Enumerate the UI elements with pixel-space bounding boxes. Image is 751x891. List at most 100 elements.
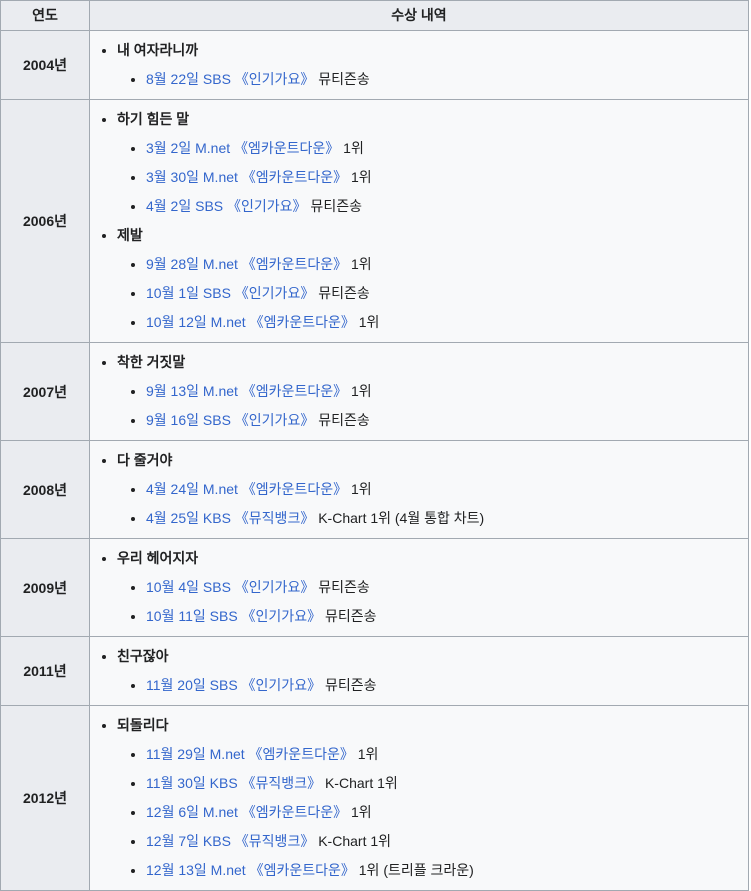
song-item: 다 줄거야4월 24일 M.net 《엠카운트다운》 1위4월 25일 KBS …: [117, 446, 740, 533]
award-link[interactable]: 4월 25일 KBS 《뮤직뱅크》: [146, 510, 315, 526]
award-link[interactable]: 9월 28일 M.net 《엠카운트다운》: [146, 256, 348, 272]
award-link[interactable]: 9월 13일 M.net 《엠카운트다운》: [146, 383, 348, 399]
song-list: 친구잖아 11월 20일 SBS 《인기가요》 뮤티즌송: [96, 642, 740, 700]
awards-cell: 착한 거짓말9월 13일 M.net 《엠카운트다운》 1위9월 16일 SBS…: [89, 342, 749, 441]
header-row: 연도 수상 내역: [0, 0, 749, 31]
award-link[interactable]: 10월 4일 SBS 《인기가요》: [146, 579, 315, 595]
song-item: 내 여자라니까 8월 22일 SBS 《인기가요》 뮤티즌송: [117, 36, 740, 94]
table-row: 2004년 내 여자라니까 8월 22일 SBS 《인기가요》 뮤티즌송: [0, 30, 749, 100]
award-link[interactable]: 12월 6일 M.net 《엠카운트다운》: [146, 804, 348, 820]
award-list: 11월 20일 SBS 《인기가요》 뮤티즌송: [117, 671, 740, 700]
song-item: 제발9월 28일 M.net 《엠카운트다운》 1위10월 1일 SBS 《인기…: [117, 221, 740, 337]
award-link[interactable]: 11월 20일 SBS 《인기가요》: [146, 677, 322, 693]
song-title: 내 여자라니까: [117, 42, 199, 58]
award-list: 8월 22일 SBS 《인기가요》 뮤티즌송: [117, 65, 740, 94]
award-suffix: 뮤티즌송: [321, 608, 377, 624]
awards-table-head: 연도 수상 내역: [0, 0, 749, 31]
song-list: 우리 헤어지자10월 4일 SBS 《인기가요》 뮤티즌송10월 11일 SBS…: [96, 544, 740, 631]
year-cell: 2007년: [0, 342, 90, 441]
award-suffix: K-Chart 1위: [321, 775, 398, 791]
award-suffix: 뮤티즌송: [314, 71, 370, 87]
award-item: 10월 1일 SBS 《인기가요》 뮤티즌송: [146, 279, 740, 308]
song-list: 하기 힘든 말3월 2일 M.net 《엠카운트다운》 1위3월 30일 M.n…: [96, 105, 740, 337]
song-item: 친구잖아 11월 20일 SBS 《인기가요》 뮤티즌송: [117, 642, 740, 700]
song-list: 다 줄거야4월 24일 M.net 《엠카운트다운》 1위4월 25일 KBS …: [96, 446, 740, 533]
award-item: 9월 16일 SBS 《인기가요》 뮤티즌송: [146, 406, 740, 435]
song-title: 우리 헤어지자: [117, 550, 199, 566]
award-link[interactable]: 4월 24일 M.net 《엠카운트다운》: [146, 481, 348, 497]
award-item: 12월 6일 M.net 《엠카운트다운》 1위: [146, 798, 740, 827]
table-row: 2012년되돌리다11월 29일 M.net 《엠카운트다운》 1위11월 30…: [0, 705, 749, 891]
table-row: 2011년 친구잖아 11월 20일 SBS 《인기가요》 뮤티즌송: [0, 636, 749, 706]
award-item: 4월 2일 SBS 《인기가요》 뮤티즌송: [146, 192, 740, 221]
award-suffix: K-Chart 1위: [314, 833, 392, 849]
award-item: 4월 24일 M.net 《엠카운트다운》 1위: [146, 475, 740, 504]
award-link[interactable]: 12월 7일 KBS 《뮤직뱅크》: [146, 833, 315, 849]
year-column-header: 연도: [0, 0, 90, 31]
award-list: 10월 4일 SBS 《인기가요》 뮤티즌송10월 11일 SBS 《인기가요》…: [117, 573, 740, 631]
award-suffix: 1위: [347, 383, 372, 399]
award-suffix: 뮤티즌송: [314, 412, 370, 428]
table-row: 2008년다 줄거야4월 24일 M.net 《엠카운트다운》 1위4월 25일…: [0, 440, 749, 539]
award-item: 9월 28일 M.net 《엠카운트다운》 1위: [146, 250, 740, 279]
award-item: 12월 7일 KBS 《뮤직뱅크》 K-Chart 1위: [146, 827, 740, 856]
award-suffix: 뮤티즌송: [306, 198, 362, 214]
award-item: 9월 13일 M.net 《엠카운트다운》 1위: [146, 377, 740, 406]
award-item: 10월 11일 SBS 《인기가요》 뮤티즌송: [146, 602, 740, 631]
award-item: 11월 20일 SBS 《인기가요》 뮤티즌송: [146, 671, 740, 700]
award-link[interactable]: 11월 29일 M.net 《엠카운트다운》: [146, 746, 354, 762]
award-suffix: 1위: [339, 140, 364, 156]
award-item: 11월 30일 KBS 《뮤직뱅크》 K-Chart 1위: [146, 769, 740, 798]
song-title: 하기 힘든 말: [117, 111, 190, 127]
award-suffix: 1위: [353, 746, 379, 762]
award-suffix: 뮤티즌송: [314, 579, 370, 595]
award-list: 11월 29일 M.net 《엠카운트다운》 1위11월 30일 KBS 《뮤직…: [117, 740, 740, 885]
award-link[interactable]: 3월 30일 M.net 《엠카운트다운》: [146, 169, 348, 185]
table-row: 2009년우리 헤어지자10월 4일 SBS 《인기가요》 뮤티즌송10월 11…: [0, 538, 749, 637]
award-item: 8월 22일 SBS 《인기가요》 뮤티즌송: [146, 65, 740, 94]
awards-column-header: 수상 내역: [89, 0, 749, 31]
award-list: 9월 13일 M.net 《엠카운트다운》 1위9월 16일 SBS 《인기가요…: [117, 377, 740, 435]
awards-cell: 친구잖아 11월 20일 SBS 《인기가요》 뮤티즌송: [89, 636, 749, 706]
award-link[interactable]: 3월 2일 M.net 《엠카운트다운》: [146, 140, 340, 156]
award-suffix: 1위: [347, 481, 372, 497]
year-cell: 2009년: [0, 538, 90, 637]
table-row: 2006년하기 힘든 말3월 2일 M.net 《엠카운트다운》 1위3월 30…: [0, 99, 749, 343]
award-item: 3월 30일 M.net 《엠카운트다운》 1위: [146, 163, 740, 192]
award-link[interactable]: 4월 2일 SBS 《인기가요》: [146, 198, 307, 214]
award-link[interactable]: 10월 11일 SBS 《인기가요》: [146, 608, 322, 624]
award-link[interactable]: 11월 30일 KBS 《뮤직뱅크》: [146, 775, 322, 791]
award-suffix: 1위: [347, 804, 372, 820]
award-item: 12월 13일 M.net 《엠카운트다운》 1위 (트리플 크라운): [146, 856, 740, 885]
awards-cell: 우리 헤어지자10월 4일 SBS 《인기가요》 뮤티즌송10월 11일 SBS…: [89, 538, 749, 637]
award-suffix: 1위: [347, 169, 372, 185]
award-item: 11월 29일 M.net 《엠카운트다운》 1위: [146, 740, 740, 769]
song-title: 되돌리다: [117, 717, 169, 733]
award-suffix: 1위: [347, 256, 372, 272]
song-item: 되돌리다11월 29일 M.net 《엠카운트다운》 1위11월 30일 KBS…: [117, 711, 740, 885]
award-suffix: K-Chart 1위 (4월 통합 차트): [314, 510, 485, 526]
song-item: 착한 거짓말9월 13일 M.net 《엠카운트다운》 1위9월 16일 SBS…: [117, 348, 740, 435]
award-link[interactable]: 9월 16일 SBS 《인기가요》: [146, 412, 315, 428]
award-suffix: 1위 (트리플 크라운): [354, 862, 474, 878]
award-link[interactable]: 10월 12일 M.net 《엠카운트다운》: [146, 314, 355, 330]
award-link[interactable]: 8월 22일 SBS 《인기가요》: [146, 71, 315, 87]
award-list: 9월 28일 M.net 《엠카운트다운》 1위10월 1일 SBS 《인기가요…: [117, 250, 740, 337]
awards-table-body: 2004년 내 여자라니까 8월 22일 SBS 《인기가요》 뮤티즌송 2006년 하…: [0, 30, 749, 891]
awards-cell: 내 여자라니까 8월 22일 SBS 《인기가요》 뮤티즌송: [89, 30, 749, 100]
year-cell: 2004년: [0, 30, 90, 100]
year-cell: 2011년: [0, 636, 90, 706]
awards-cell: 되돌리다11월 29일 M.net 《엠카운트다운》 1위11월 30일 KBS…: [89, 705, 749, 891]
award-link[interactable]: 10월 1일 SBS 《인기가요》: [146, 285, 315, 301]
year-cell: 2006년: [0, 99, 90, 343]
song-title: 친구잖아: [117, 648, 169, 664]
award-link[interactable]: 12월 13일 M.net 《엠카운트다운》: [146, 862, 355, 878]
song-title: 제발: [117, 227, 143, 243]
award-item: 10월 4일 SBS 《인기가요》 뮤티즌송: [146, 573, 740, 602]
song-item: 우리 헤어지자10월 4일 SBS 《인기가요》 뮤티즌송10월 11일 SBS…: [117, 544, 740, 631]
awards-cell: 다 줄거야4월 24일 M.net 《엠카운트다운》 1위4월 25일 KBS …: [89, 440, 749, 539]
award-list: 3월 2일 M.net 《엠카운트다운》 1위3월 30일 M.net 《엠카운…: [117, 134, 740, 221]
table-row: 2007년 착한 거짓말9월 13일 M.net 《엠카운트다운》 1위9월 16…: [0, 342, 749, 441]
